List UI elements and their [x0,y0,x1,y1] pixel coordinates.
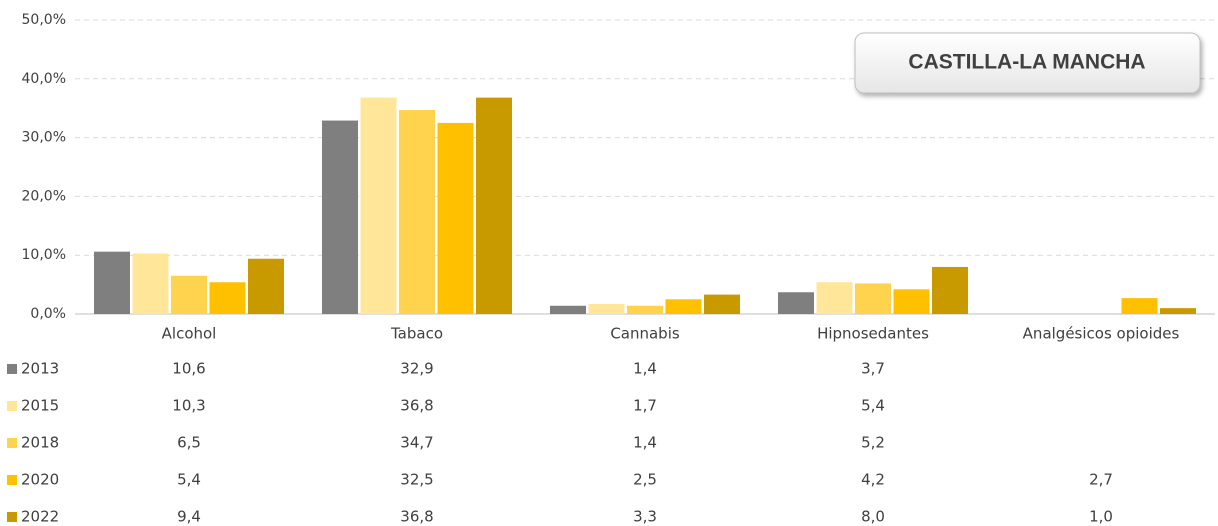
x-tick-label: Alcohol [162,325,217,343]
legend-label: 2022 [21,508,59,526]
bar [704,294,740,314]
legend-swatch [7,364,17,374]
bar [932,266,968,314]
bar [94,251,130,314]
y-tick-label: 20,0% [22,188,66,204]
bar [132,253,169,314]
bar [665,299,702,314]
bar [248,258,284,314]
bar [437,122,474,315]
bar [550,305,586,314]
legend-label: 2018 [21,434,59,452]
title-box [854,32,1201,94]
table-value: 5,4 [177,471,201,489]
chart-title: CASTILLA-LA MANCHA [908,51,1145,74]
legend-swatch [7,438,17,448]
bar [209,282,246,314]
table-value: 1,4 [633,434,657,452]
table-value: 1,4 [633,360,657,378]
bar [476,97,512,314]
table-value: 36,8 [400,397,433,415]
table-value: 32,5 [400,471,433,489]
table-value: 10,6 [172,360,205,378]
y-tick-label: 10,0% [22,247,66,263]
table-value: 1,7 [633,397,657,415]
bar [399,109,435,315]
bar [1160,308,1196,314]
table-value: 32,9 [400,360,433,378]
legend-label: 2020 [21,471,59,489]
table-value: 8,0 [861,508,885,526]
legend-label: 2015 [21,397,59,415]
x-tick-label: Hipnosedantes [817,325,929,343]
table-value: 5,4 [861,397,885,415]
table-value: 3,7 [861,360,885,378]
bar [1121,298,1158,314]
y-tick-label: 50,0% [22,12,66,28]
y-tick-label: 0,0% [30,306,66,322]
bar [778,292,814,314]
table-value: 5,2 [861,434,885,452]
table-value: 2,5 [633,471,657,489]
bar [816,282,853,314]
table-value: 2,7 [1089,471,1113,489]
legend-swatch [7,512,17,522]
y-tick-label: 30,0% [22,130,66,146]
legend-label: 2013 [21,360,59,378]
bar [893,289,930,314]
legend-swatch [7,401,17,411]
x-tick-label: Tabaco [390,325,443,343]
table-value: 10,3 [172,397,205,415]
y-tick-label: 40,0% [22,71,66,87]
table-value: 34,7 [400,434,433,452]
table-value: 9,4 [177,508,201,526]
table-value: 1,0 [1089,508,1113,526]
bar [588,304,625,314]
table-value: 4,2 [861,471,885,489]
legend-swatch [7,475,17,485]
x-tick-label: Analgésicos opioides [1023,325,1180,343]
bar [855,283,891,314]
bar [627,305,663,314]
x-tick-label: Cannabis [610,325,680,343]
bar [360,97,397,314]
table-value: 3,3 [633,508,657,526]
bar [171,275,207,314]
bar [322,120,358,314]
table-value: 36,8 [400,508,433,526]
table-value: 6,5 [177,434,201,452]
